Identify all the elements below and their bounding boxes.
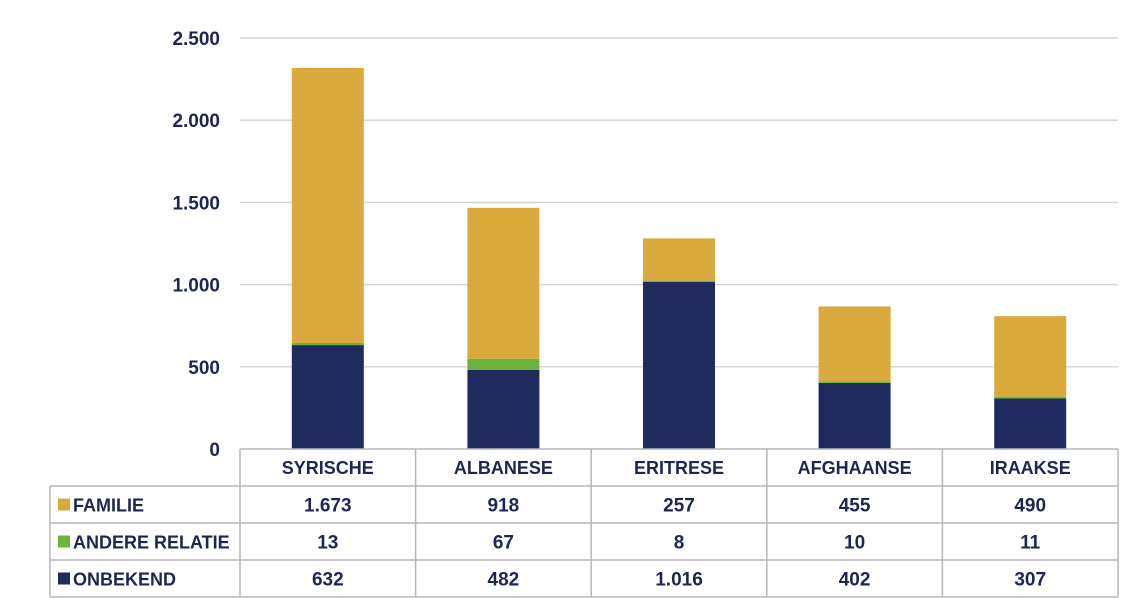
bar-segment xyxy=(467,207,540,359)
legend-label: ONBEKEND xyxy=(73,570,176,590)
data-label: 257 xyxy=(663,496,695,517)
gridlines xyxy=(240,37,1118,368)
category-label: SYRISCHE xyxy=(282,458,374,478)
bar-segment xyxy=(643,281,715,449)
data-label: 490 xyxy=(1014,496,1046,517)
y-tick-label: 1.000 xyxy=(172,276,220,297)
y-axis: 0 500 1.000 1.500 2.000 2.500 xyxy=(172,29,220,461)
data-label: 482 xyxy=(488,570,520,591)
bar-segment xyxy=(291,345,364,449)
data-label: 402 xyxy=(839,570,871,591)
bar-segment xyxy=(643,238,715,281)
y-tick-label: 1.500 xyxy=(172,193,220,214)
category-label: AFGHAANSE xyxy=(798,458,912,478)
data-label: 632 xyxy=(312,570,344,591)
category-label: ERITRESE xyxy=(634,458,724,478)
data-label: 307 xyxy=(1014,570,1046,591)
bar-segment xyxy=(994,398,1067,449)
y-tick-label: 2.500 xyxy=(172,29,220,50)
data-label: 918 xyxy=(488,496,520,517)
data-label: 67 xyxy=(493,533,514,554)
bar-segment xyxy=(643,280,715,282)
y-tick-label: 0 xyxy=(209,440,220,461)
bar-segment xyxy=(467,358,540,370)
bars xyxy=(291,67,1067,449)
data-label: 13 xyxy=(317,533,338,554)
data-label: 1.673 xyxy=(304,496,352,517)
data-label: 1.016 xyxy=(655,570,703,591)
legend-label: ANDERE RELATIE xyxy=(73,533,230,553)
y-tick-label: 500 xyxy=(188,358,220,379)
category-label: ALBANESE xyxy=(454,458,553,478)
category-label: IRAAKSE xyxy=(990,458,1071,478)
y-tick-label: 2.000 xyxy=(172,111,220,132)
bar-segment xyxy=(994,316,1067,397)
bar-segment xyxy=(291,342,364,346)
bar-segment xyxy=(467,369,540,449)
data-label: 8 xyxy=(674,533,685,554)
bar-segment xyxy=(994,396,1067,399)
bar-segment xyxy=(818,382,891,449)
legend-key xyxy=(58,572,70,585)
bar-segment xyxy=(818,381,891,383)
legend-key xyxy=(58,498,70,511)
data-label: 455 xyxy=(839,496,871,517)
bar-segment xyxy=(818,306,891,382)
data-table: SYRISCHE ALBANESE ERITRESE AFGHAANSE IRAAKSE… xyxy=(49,448,1119,598)
bar-segment xyxy=(291,67,364,343)
data-label: 10 xyxy=(844,533,865,554)
data-label: 11 xyxy=(1020,533,1041,554)
legend-label: FAMILIE xyxy=(73,496,144,516)
legend-key xyxy=(58,535,70,548)
